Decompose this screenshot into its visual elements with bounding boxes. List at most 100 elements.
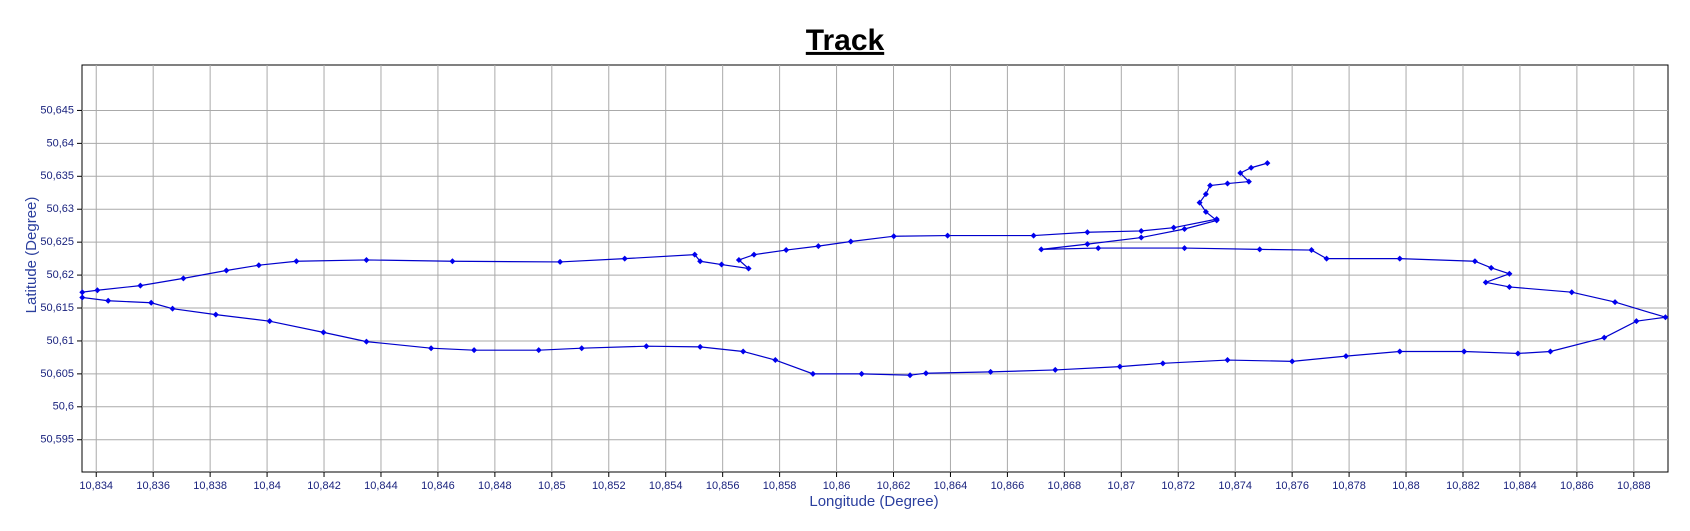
x-tick-label: 10,862	[877, 480, 911, 492]
x-tick-label: 10,886	[1560, 480, 1594, 492]
x-tick-label: 10,848	[478, 480, 512, 492]
x-tick-label: 10,858	[763, 480, 797, 492]
track-point	[449, 258, 456, 265]
track-point	[1547, 348, 1554, 355]
track-point	[697, 343, 704, 350]
track-point	[1181, 245, 1188, 252]
track-point	[740, 348, 747, 355]
track-point	[578, 345, 585, 352]
track-point	[1612, 299, 1619, 306]
y-tick-label: 50,64	[46, 137, 74, 149]
x-tick-label: 10,888	[1617, 480, 1651, 492]
track-point	[847, 238, 854, 245]
x-tick-label: 10,852	[592, 480, 626, 492]
y-tick-label: 50,645	[40, 104, 74, 116]
track-point	[1196, 199, 1203, 206]
track-point	[1308, 247, 1315, 254]
x-tick-label: 10,866	[991, 480, 1025, 492]
track-point	[783, 247, 790, 254]
track-point	[428, 345, 435, 352]
y-tick-label: 50,63	[46, 203, 74, 215]
x-tick-label: 10,844	[364, 480, 398, 492]
track-point	[718, 261, 725, 268]
track-point	[1202, 208, 1209, 215]
track-point	[1138, 227, 1145, 234]
track-point	[1224, 180, 1231, 187]
track-point	[858, 370, 865, 377]
x-tick-label: 10,876	[1275, 480, 1309, 492]
x-tick-label: 10,84	[253, 480, 281, 492]
track-point	[1202, 191, 1209, 198]
track-point	[815, 243, 822, 250]
x-tick-label: 10,836	[136, 480, 170, 492]
x-tick-label: 10,834	[79, 480, 113, 492]
track-point	[1213, 216, 1220, 223]
track-line	[81, 162, 1666, 376]
track-point	[1038, 246, 1045, 253]
track-point	[987, 368, 994, 375]
track-point	[535, 347, 542, 354]
track-point	[1461, 348, 1468, 355]
track-point	[1248, 164, 1255, 171]
track-point	[255, 262, 262, 269]
x-tick-label: 10,842	[307, 480, 341, 492]
track-point	[1633, 318, 1640, 325]
track-point	[890, 233, 897, 240]
plot-area	[81, 64, 1669, 473]
track-point	[1207, 182, 1214, 189]
y-tick-label: 50,635	[40, 170, 74, 182]
track-point	[1342, 353, 1349, 360]
track-point	[1471, 258, 1478, 265]
track-point	[1488, 264, 1495, 271]
track-point	[1514, 350, 1521, 357]
track-point	[320, 329, 327, 336]
track-point	[907, 372, 914, 379]
chart-title: Track	[806, 24, 885, 57]
track-point	[212, 311, 219, 318]
x-tick-label: 10,87	[1108, 480, 1136, 492]
track-point	[1237, 170, 1244, 177]
track-point	[772, 357, 779, 364]
track-point	[750, 251, 757, 258]
x-tick-label: 10,878	[1332, 480, 1366, 492]
track-point	[1116, 363, 1123, 370]
y-tick-label: 50,6	[53, 401, 74, 413]
track-point	[363, 256, 370, 263]
y-tick-label: 50,595	[40, 434, 74, 446]
x-tick-label: 10,838	[193, 480, 227, 492]
track-point	[643, 343, 650, 350]
x-tick-label: 10,86	[823, 480, 851, 492]
track-point	[105, 297, 112, 304]
track-point	[1396, 348, 1403, 355]
x-tick-label: 10,846	[421, 480, 455, 492]
track-point	[1030, 232, 1037, 239]
track-point	[1506, 270, 1513, 277]
x-tick-label: 10,882	[1446, 480, 1480, 492]
track-point	[1170, 224, 1177, 231]
x-tick-label: 10,874	[1218, 480, 1252, 492]
track-point	[363, 338, 370, 345]
track-point	[293, 258, 300, 265]
x-tick-label: 10,872	[1161, 480, 1195, 492]
track-point	[621, 255, 628, 262]
track-point	[1159, 360, 1166, 367]
track-point	[691, 251, 698, 258]
track-point	[266, 318, 273, 325]
x-tick-label: 10,864	[934, 480, 968, 492]
track-point	[1289, 358, 1296, 365]
track-point	[922, 370, 929, 377]
track-point	[1245, 178, 1252, 185]
track-point	[169, 305, 176, 312]
track-point	[137, 282, 144, 289]
track-point	[1224, 357, 1231, 364]
y-tick-label: 50,61	[46, 335, 74, 347]
track-point	[1256, 246, 1263, 253]
track-point	[79, 289, 86, 296]
track-point	[79, 294, 86, 301]
track-point	[471, 347, 478, 354]
track-point	[557, 258, 564, 265]
track-point	[1181, 225, 1188, 232]
x-tick-label: 10,856	[706, 480, 740, 492]
track-point	[1482, 279, 1489, 286]
